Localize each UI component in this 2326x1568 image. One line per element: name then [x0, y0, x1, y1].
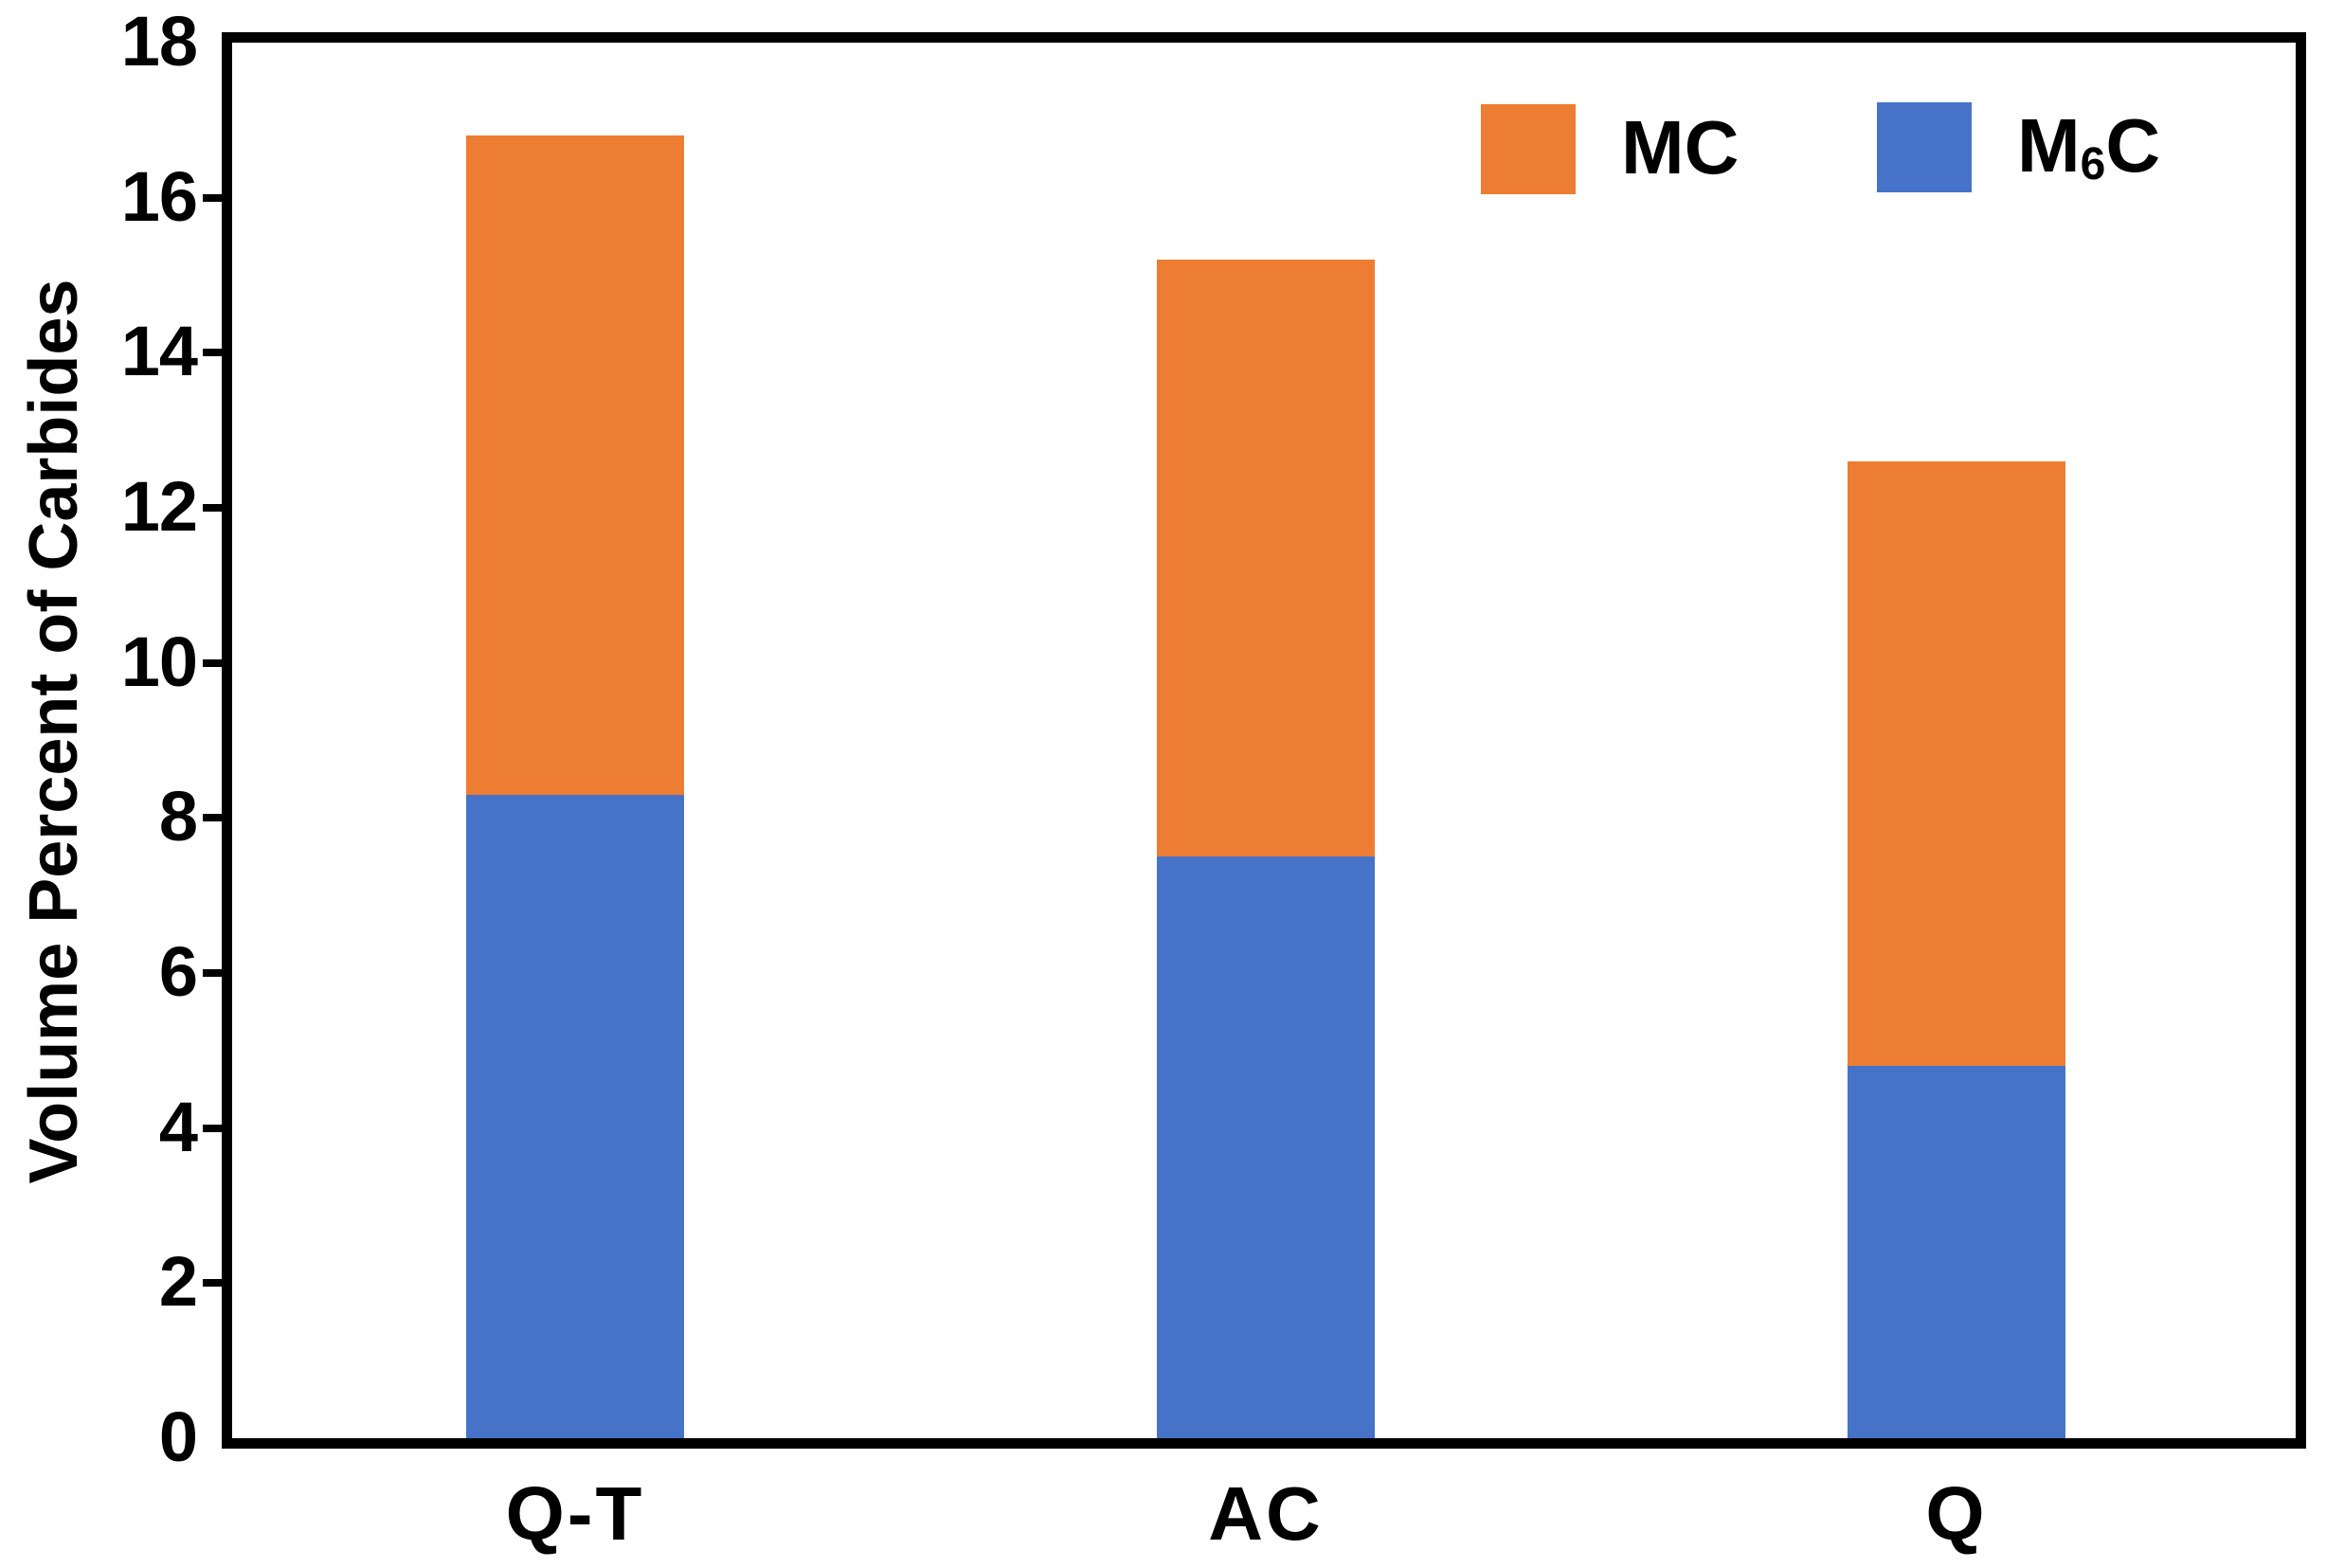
y-axis-tick	[203, 969, 222, 977]
x-axis-label-ac: AC	[1208, 1471, 1324, 1556]
y-axis-title: Volume Percent of Carbides	[16, 279, 92, 1184]
y-axis-tick-label: 4	[158, 1087, 198, 1166]
y-axis-tick-label: 14	[120, 312, 198, 391]
y-axis-tick	[203, 1124, 222, 1132]
plot-border	[222, 32, 2306, 1449]
legend-label-mc-text: MC	[1621, 104, 1740, 189]
y-axis-tick	[203, 193, 222, 202]
legend-swatch-mc	[1481, 104, 1576, 194]
y-axis-tick-label: 10	[120, 622, 198, 701]
y-axis-tick	[203, 658, 222, 667]
y-axis-tick-label: 12	[120, 466, 198, 546]
y-axis-tick	[203, 1279, 222, 1288]
bar-segment-m6c-q-t	[466, 794, 684, 1438]
legend-swatch-m6c	[1877, 102, 1972, 192]
y-axis-tick	[203, 814, 222, 822]
legend-item-m6c: M6C	[1877, 102, 2160, 192]
y-axis-tick-label: 8	[158, 777, 198, 856]
x-axis-label-q: Q	[1925, 1471, 1988, 1556]
y-axis-tick	[203, 349, 222, 357]
y-axis-tick-label: 2	[158, 1242, 198, 1322]
legend-label-m6c-sub: 6	[2080, 138, 2106, 189]
legend-label-m6c: M6C	[2017, 107, 2160, 189]
x-axis-label-q-t: Q-T	[505, 1471, 645, 1556]
legend-label-m6c-post: C	[2105, 102, 2161, 188]
legend-label-mc: MC	[1621, 109, 1739, 189]
y-axis-tick-label: 0	[158, 1397, 198, 1476]
bar-segment-mc-q-t	[466, 135, 684, 795]
y-axis-tick	[203, 504, 222, 512]
bar-segment-mc-ac	[1157, 260, 1375, 857]
bar-segment-m6c-ac	[1157, 856, 1375, 1438]
y-axis-tick-label: 18	[120, 1, 198, 81]
y-axis-tick-label: 6	[158, 931, 198, 1011]
legend-label-m6c-text: M	[2017, 102, 2081, 188]
legend-item-mc: MC	[1481, 104, 1739, 194]
y-axis-tick-label: 16	[120, 156, 198, 236]
bar-segment-mc-q	[1848, 460, 2065, 1067]
bar-segment-m6c-q	[1848, 1066, 2065, 1438]
